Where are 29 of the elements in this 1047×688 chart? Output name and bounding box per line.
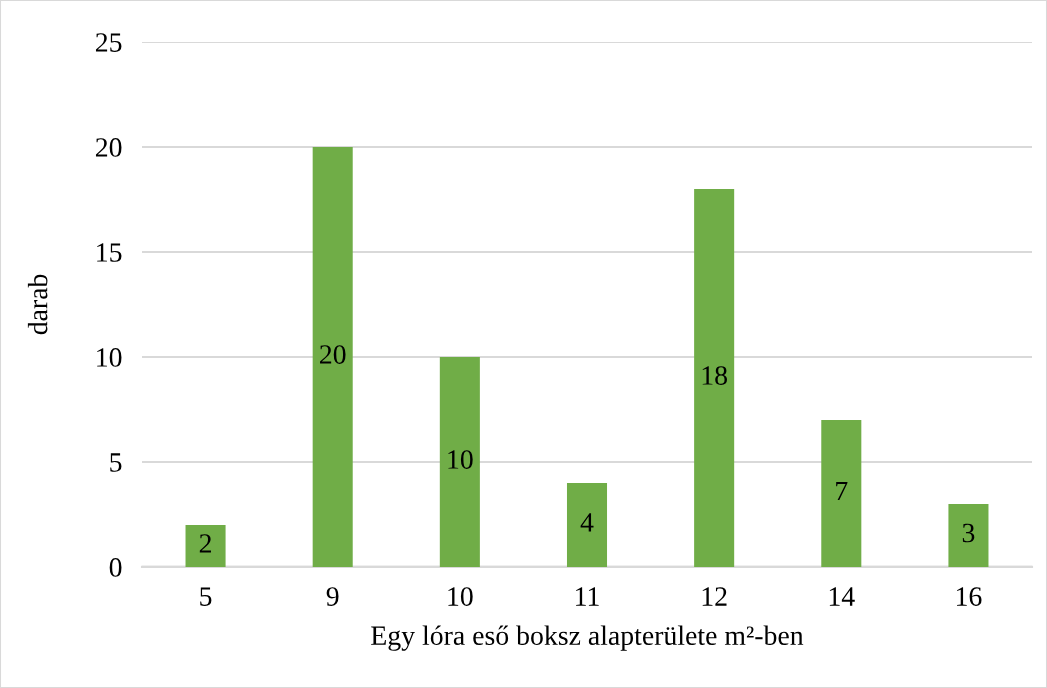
bar	[821, 419, 862, 567]
x-tick-label: 14	[829, 587, 855, 606]
data-label: 3	[962, 523, 975, 543]
x-tick-label: 16	[957, 587, 982, 606]
bar	[185, 524, 226, 567]
y-tick-label: 5	[110, 453, 122, 472]
x-tick-label: 10	[448, 587, 473, 606]
y-tick-label: 15	[97, 243, 122, 262]
y-tick-label: 10	[97, 348, 122, 367]
bar	[439, 356, 480, 567]
bar	[566, 482, 608, 567]
y-tick-label: 25	[95, 33, 122, 52]
bar	[694, 188, 735, 567]
x-tick-label: 5	[200, 587, 212, 606]
x-tick-label: 9	[326, 587, 339, 606]
x-axis-title: Egy lóra eső boksz alapterülete m²-ben	[371, 625, 804, 651]
data-label: 7	[836, 481, 848, 501]
y-tick-label: 0	[109, 558, 122, 577]
y-tick-label: 20	[95, 138, 122, 157]
data-label: 2	[199, 534, 211, 553]
x-tick-label: 11	[576, 587, 599, 606]
bar	[948, 503, 989, 567]
data-label: 4	[580, 513, 594, 532]
bar	[312, 146, 353, 567]
data-label: 18	[702, 366, 727, 385]
x-tick-label: 12	[702, 587, 727, 606]
y-axis-title: darab	[27, 274, 48, 335]
data-label: 20	[320, 345, 346, 364]
data-label: 10	[448, 450, 473, 469]
